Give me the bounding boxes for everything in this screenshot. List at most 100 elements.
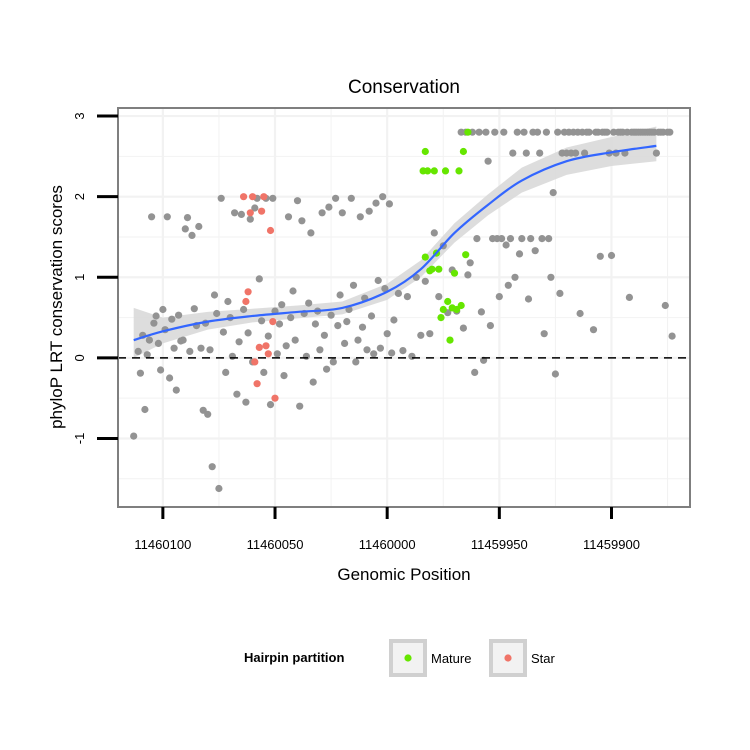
point-other: [148, 213, 156, 221]
point-mature: [441, 167, 450, 175]
point-other: [150, 319, 158, 327]
point-other: [215, 484, 223, 493]
point-star: [262, 342, 270, 350]
point-other: [536, 149, 544, 157]
point-other: [273, 350, 281, 358]
point-other: [538, 235, 546, 243]
point-other: [491, 128, 499, 136]
point-other: [435, 293, 443, 301]
point-other: [289, 287, 297, 295]
point-other: [233, 390, 241, 398]
point-other: [240, 305, 248, 314]
y-tick-label: 1: [72, 274, 87, 281]
axes: 11460100 11460050 11460000 11459950 11459900…: [72, 112, 640, 552]
point-other: [370, 350, 378, 358]
point-other: [520, 128, 528, 136]
chart-title: Conservation: [348, 77, 460, 98]
point-other: [269, 194, 277, 202]
point-other: [208, 463, 216, 471]
y-tick-label: -1: [72, 433, 87, 445]
point-other: [506, 235, 515, 243]
point-other: [347, 194, 355, 202]
point-other: [222, 368, 230, 376]
point-other: [502, 241, 510, 249]
legend-label-mature: Mature: [431, 651, 471, 666]
point-other: [522, 149, 530, 157]
point-other: [320, 331, 328, 339]
ribbon-area: [133, 126, 657, 358]
point-mature: [464, 128, 472, 136]
point-other: [527, 235, 535, 243]
point-other: [302, 352, 310, 360]
point-other: [403, 293, 411, 301]
point-other: [408, 352, 416, 360]
x-tick-label: 11460000: [359, 537, 416, 552]
point-other: [190, 305, 198, 313]
point-other: [170, 344, 178, 352]
point-other: [141, 405, 149, 414]
point-other: [388, 349, 396, 357]
point-other: [589, 326, 598, 334]
point-other: [338, 209, 346, 217]
point-other: [318, 209, 326, 217]
point-other: [504, 281, 512, 289]
point-other: [260, 368, 268, 376]
point-star: [266, 226, 275, 235]
point-star: [249, 193, 257, 201]
point-other: [477, 308, 485, 316]
point-other: [576, 309, 584, 318]
point-other: [349, 281, 358, 289]
point-other: [531, 247, 539, 255]
point-other: [327, 311, 335, 319]
point-other: [188, 231, 196, 239]
x-axis-title: Genomic Position: [337, 565, 470, 584]
x-tick-label: 11459900: [583, 537, 640, 552]
point-other: [524, 295, 533, 303]
point-other: [515, 250, 524, 258]
point-other: [296, 402, 304, 410]
point-other: [343, 318, 351, 326]
point-other: [603, 128, 611, 136]
point-other: [484, 157, 492, 165]
point-other: [549, 189, 557, 197]
confidence-ribbon: [133, 126, 657, 358]
point-other: [237, 210, 245, 218]
point-other: [498, 235, 506, 243]
point-other: [210, 291, 219, 299]
point-other: [172, 386, 180, 394]
point-other: [551, 370, 560, 378]
point-other: [246, 215, 254, 223]
point-other: [518, 235, 526, 243]
point-other: [473, 235, 481, 243]
point-other: [316, 346, 324, 354]
point-other: [421, 277, 429, 285]
x-tick-label: 11460100: [134, 537, 191, 552]
point-mature: [421, 147, 429, 156]
x-tick-label: 11460050: [247, 537, 304, 552]
y-axis-title: phyloP LRT conservation scores: [47, 185, 66, 429]
point-mature: [430, 167, 438, 175]
point-other: [533, 128, 542, 136]
legend-key-mature: [389, 639, 427, 677]
point-other: [466, 259, 474, 267]
point-mature: [459, 147, 467, 156]
point-other: [495, 293, 503, 301]
point-other: [284, 213, 293, 221]
point-mature: [421, 253, 429, 261]
point-other: [385, 200, 393, 208]
point-star: [271, 394, 279, 402]
point-other: [596, 252, 604, 260]
point-other: [282, 342, 290, 350]
point-mature: [435, 265, 443, 273]
y-tick-label: 2: [72, 193, 87, 200]
point-other: [291, 336, 299, 344]
point-other: [482, 128, 490, 136]
smooth-line-layer: [133, 144, 657, 342]
point-other: [231, 209, 239, 217]
point-other: [365, 207, 373, 215]
point-other: [258, 317, 266, 325]
point-star: [258, 207, 266, 215]
point-other: [186, 347, 194, 355]
legend-label-star: Star: [531, 651, 556, 666]
